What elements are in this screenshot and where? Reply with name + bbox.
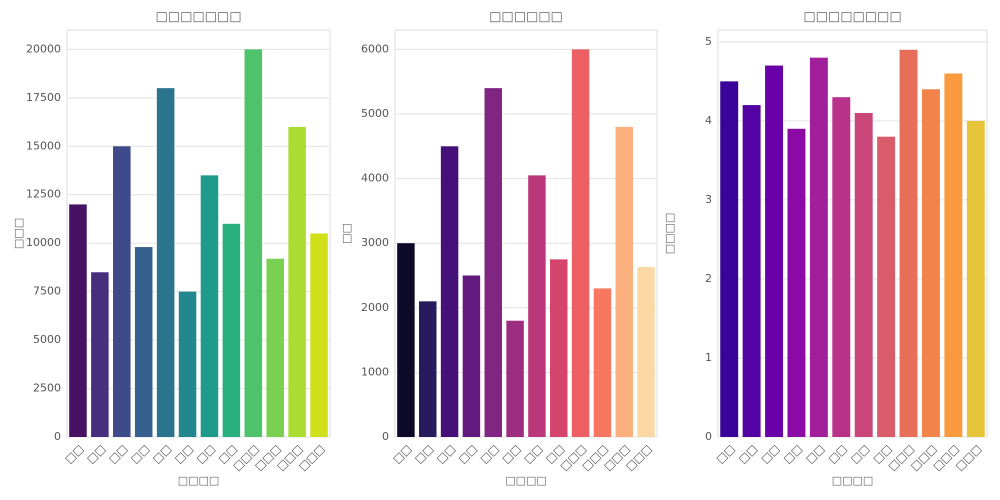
x-tick-label: □□□ [953, 442, 984, 473]
bar [200, 175, 219, 437]
x-tick-label: □□ [390, 442, 414, 466]
x-tick-label: □□ [172, 442, 196, 466]
bar [787, 128, 806, 437]
bar [637, 267, 655, 437]
bar [506, 320, 524, 437]
bar [484, 88, 502, 438]
y-tick-label: 0 [705, 430, 712, 443]
bar [742, 105, 761, 437]
x-tick-label: □□ [521, 442, 545, 466]
x-tick-label: □□ [194, 442, 218, 466]
y-tick-label: 0 [382, 430, 389, 443]
plot-area [717, 29, 988, 438]
bar [222, 223, 241, 437]
y-tick-label: 10000 [26, 236, 61, 249]
bar [921, 89, 940, 437]
y-tick-label: 2 [705, 272, 712, 285]
y-tick-label: 1000 [361, 365, 389, 378]
x-tick-label: □□ [499, 442, 523, 466]
bar [720, 81, 739, 438]
y-tick-label: 3000 [361, 236, 389, 249]
bar [113, 146, 131, 438]
bar [134, 247, 153, 437]
x-tick-label: □□ [412, 442, 436, 466]
x-axis-label: □□□□ [505, 474, 547, 487]
y-axis-label: □□□□ [663, 213, 676, 255]
x-tick-label: □□ [781, 442, 805, 466]
x-tick-label: □□ [758, 442, 782, 466]
y-tick-label: 17500 [26, 91, 61, 104]
bar [178, 291, 197, 437]
chart-title: □□□□□□□□ [803, 10, 901, 25]
x-tick-label: □□ [803, 442, 827, 466]
y-tick-label: 7500 [33, 285, 61, 298]
x-tick-label: □□ [62, 442, 86, 466]
bar [288, 126, 306, 438]
chart-title: □□□□□□ [489, 10, 563, 25]
bar [91, 272, 109, 437]
bar [593, 288, 612, 437]
bar [440, 146, 459, 438]
bar [528, 175, 546, 437]
x-tick-label: □□ [434, 442, 458, 466]
x-tick-label: □□ [848, 442, 872, 466]
y-tick-label: 15000 [26, 139, 61, 152]
bar [966, 120, 985, 438]
bar [809, 57, 828, 438]
bar [266, 258, 284, 437]
x-tick-label: □□ [736, 442, 760, 466]
bar [244, 49, 263, 437]
plot-area [394, 29, 658, 438]
y-tick-label: 20000 [26, 42, 61, 55]
y-axis-label: □□ [340, 223, 353, 244]
x-tick-label: □□ [150, 442, 174, 466]
x-axis-label: □□□□ [178, 474, 220, 487]
bar [615, 126, 633, 438]
x-tick-label: □□ [478, 442, 502, 466]
y-tick-label: 6000 [361, 42, 389, 55]
bar [944, 73, 963, 438]
bar [832, 97, 851, 438]
bar [571, 49, 590, 437]
x-tick-label: □□ [84, 442, 108, 466]
x-axis-label: □□□□ [832, 474, 874, 487]
y-tick-label: 5000 [33, 333, 61, 346]
y-axis-label: □□□ [12, 218, 25, 249]
bar [156, 88, 175, 438]
x-tick-label: □□ [456, 442, 480, 466]
y-tick-label: 2500 [33, 382, 61, 395]
bar [69, 204, 87, 437]
bar [854, 112, 873, 437]
bar [419, 301, 437, 437]
x-tick-label: □□ [128, 442, 152, 466]
y-tick-label: 3 [705, 193, 712, 206]
y-tick-label: 5 [705, 35, 712, 48]
y-tick-label: 2000 [361, 301, 389, 314]
bar [877, 136, 896, 437]
chart-title: □□□□□□□ [156, 10, 242, 25]
y-tick-label: 12500 [26, 188, 61, 201]
bar [397, 243, 415, 437]
bar [899, 49, 918, 437]
y-tick-label: 4000 [361, 172, 389, 185]
bar [550, 259, 568, 437]
y-tick-label: 1 [705, 351, 712, 364]
x-tick-label: □□ [106, 442, 130, 466]
y-tick-label: 5000 [361, 107, 389, 120]
bar [462, 275, 481, 437]
bar [310, 233, 328, 437]
y-tick-label: 0 [54, 430, 61, 443]
y-tick-label: 4 [705, 114, 712, 127]
bar [765, 65, 784, 437]
x-tick-label: □□ [714, 442, 738, 466]
x-tick-label: □□ [826, 442, 850, 466]
